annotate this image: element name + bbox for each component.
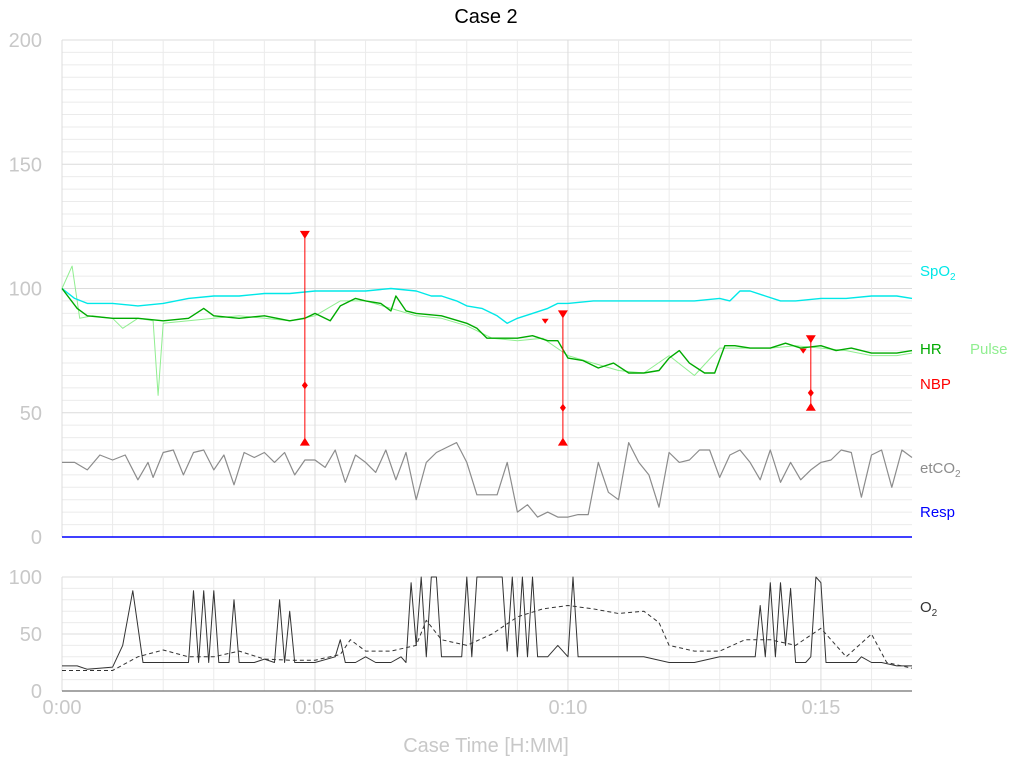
vitals-grid <box>61 39 912 538</box>
y-tick-label: 0 <box>31 527 42 549</box>
nbp-systolic-marker <box>557 310 568 319</box>
y-tick-label: 100 <box>9 279 42 301</box>
label-nbp: NBP <box>920 376 951 393</box>
y-tick-label: 0 <box>31 681 42 703</box>
series-line-hr <box>61 288 913 374</box>
series-line-o2 <box>62 576 912 670</box>
oxygen-series-labels: O2 <box>920 599 938 619</box>
y-tick-label: 200 <box>9 30 42 52</box>
y-tick-label: 50 <box>20 403 42 425</box>
nbp-diastolic-marker <box>805 402 816 411</box>
x-axis-ticks: 0:00 0:05 0:10 0:15 <box>43 697 841 719</box>
series-line-etco2 <box>62 442 913 518</box>
chart-title: Case 2 <box>454 6 517 28</box>
nbp-diastolic-marker <box>299 437 310 446</box>
nbp-systolic-marker <box>805 335 816 344</box>
x-tick-label: 0:10 <box>548 697 587 719</box>
label-o2: O2 <box>920 599 938 619</box>
nbp-diastolic-marker <box>557 437 568 446</box>
label-resp: Resp <box>920 504 955 521</box>
nbp-mean-marker <box>559 403 566 412</box>
vitals-series <box>61 265 913 538</box>
x-tick-label: 0:00 <box>43 697 82 719</box>
label-hr: HR <box>920 341 942 358</box>
label-etco2: etCO2 <box>920 460 961 480</box>
label-spo2: SpO2 <box>920 263 956 283</box>
oxygen-grid <box>61 576 912 692</box>
vitals-series-labels: SpO2 HR Pulse NBP etCO2 Resp <box>920 263 1008 521</box>
vitals-y-ticks: 0 50 100 150 200 <box>9 30 42 549</box>
series-line-o2-dashed <box>62 605 913 671</box>
nbp-small-marker <box>541 318 549 324</box>
nbp-small-marker <box>799 348 807 354</box>
y-tick-label: 150 <box>9 154 42 176</box>
series-line-spo2 <box>61 287 913 324</box>
x-axis-label: Case Time [H:MM] <box>403 735 569 757</box>
x-tick-label: 0:15 <box>801 697 840 719</box>
label-pulse: Pulse <box>970 341 1008 358</box>
nbp-mean-marker <box>301 381 308 390</box>
nbp-systolic-marker <box>299 230 310 239</box>
y-tick-label: 50 <box>20 624 42 646</box>
x-tick-label: 0:05 <box>296 697 335 719</box>
y-tick-label: 100 <box>9 567 42 589</box>
oxygen-y-ticks: 0 50 100 <box>9 567 42 703</box>
nbp-mean-marker <box>807 388 814 397</box>
series-line-pulse <box>61 265 913 396</box>
oxygen-series <box>62 576 913 692</box>
nbp-markers <box>299 230 816 446</box>
